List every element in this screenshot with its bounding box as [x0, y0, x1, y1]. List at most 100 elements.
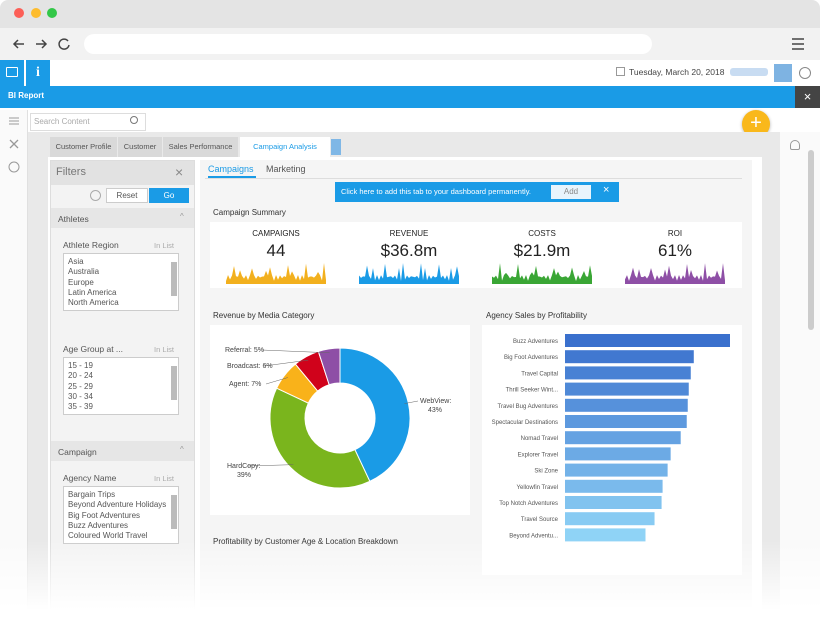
search-box[interactable]: [30, 113, 146, 131]
kpi-label: ROI: [667, 229, 683, 238]
pie-value-label: 7%: [251, 381, 261, 388]
field-label: Agency Name: [63, 473, 117, 483]
rail-menu[interactable]: [9, 117, 19, 125]
kpi-value: $36.8m: [380, 241, 438, 260]
refresh[interactable]: [90, 190, 101, 201]
subtab[interactable]: Marketing: [266, 164, 306, 174]
bar-title: Agency Sales by Profitability: [486, 311, 587, 320]
forward[interactable]: [36, 39, 48, 49]
bar-label: Spectacular Destinations: [492, 420, 558, 426]
section-caret: ^: [180, 212, 184, 221]
bar-label: Ski Zone: [534, 469, 558, 475]
toolbar-icons: [12, 34, 804, 54]
filters-close[interactable]: ×: [175, 164, 184, 180]
pie-slice: [339, 347, 411, 483]
bar: [565, 382, 689, 396]
tab[interactable]: Campaign Analysis: [240, 137, 330, 157]
address-bar[interactable]: [84, 34, 652, 54]
scrollbar: [808, 150, 814, 330]
power[interactable]: [799, 67, 811, 79]
banner-close[interactable]: ×: [603, 184, 610, 196]
option[interactable]: Buzz Adventures: [68, 520, 129, 530]
reset-button[interactable]: Reset: [106, 188, 148, 203]
bar-label: Yellowfin Travel: [517, 485, 558, 491]
bar: [565, 528, 646, 542]
bar-label: Thrill Seeker Wint...: [506, 388, 559, 394]
option[interactable]: Coloured World Travel: [68, 531, 148, 541]
option[interactable]: North America: [68, 298, 119, 308]
pie-label: Agent:: [229, 381, 249, 388]
kpi-label: REVENUE: [389, 229, 429, 238]
bar: [565, 479, 663, 493]
user-name-blurred: [730, 68, 768, 76]
banner-add[interactable]: Add: [551, 185, 591, 199]
option[interactable]: Beyond Adventure Holidays: [68, 500, 167, 510]
menu[interactable]: [792, 38, 804, 50]
bar-label: Explorer Travel: [518, 452, 558, 458]
report-title: BI Report: [8, 91, 44, 100]
option[interactable]: 35 - 39: [68, 402, 93, 412]
close-dot[interactable]: [14, 8, 24, 18]
banner-text: Click here to add this tab to your dashb…: [341, 187, 531, 196]
title-bar: [0, 0, 820, 28]
tab[interactable]: Customer: [118, 137, 162, 157]
list-scrollbar: [171, 262, 177, 296]
minimize-dot[interactable]: [31, 8, 41, 18]
avatar[interactable]: [774, 64, 792, 82]
reload[interactable]: [58, 38, 70, 50]
option[interactable]: 15 - 19: [68, 361, 93, 370]
bar: [565, 447, 671, 461]
bar: [565, 496, 662, 509]
bar-label: Big Foot Adventures: [504, 355, 558, 361]
banner[interactable]: [335, 182, 619, 202]
back[interactable]: [12, 39, 24, 49]
leader-line: [246, 464, 294, 467]
rail-icons: [8, 117, 20, 173]
option[interactable]: Australia: [68, 267, 100, 277]
tab[interactable]: Sales Performance: [163, 137, 238, 157]
bar-label: Travel Source: [521, 517, 559, 523]
sparkline: [625, 263, 725, 284]
pie-label: Referral:: [225, 347, 252, 354]
search-icon[interactable]: [130, 116, 138, 124]
leader-line: [263, 359, 309, 367]
option[interactable]: Bargain Trips: [68, 490, 116, 499]
kpi-value: 61%: [657, 241, 693, 260]
pie-slice: [269, 387, 371, 489]
option[interactable]: 25 - 29: [68, 381, 93, 391]
kpi-label: CAMPAIGNS: [252, 229, 300, 238]
option[interactable]: Asia: [68, 257, 84, 266]
field-label: Athlete Region: [63, 240, 119, 250]
section-header: [51, 208, 194, 228]
list-scrollbar: [171, 366, 177, 400]
tab-dropdown[interactable]: [331, 139, 341, 155]
close-report[interactable]: ×: [795, 86, 820, 108]
go-button[interactable]: Go: [149, 188, 189, 203]
sparkline: [492, 263, 592, 284]
subtab-underline: [208, 176, 256, 178]
zoom-dot[interactable]: [47, 8, 57, 18]
tab[interactable]: Customer Profile: [50, 137, 117, 157]
section-header: [51, 441, 194, 461]
section-caret: ^: [180, 445, 184, 454]
field-operator: In List: [154, 345, 175, 354]
folder-button[interactable]: [0, 60, 24, 86]
option[interactable]: Big Foot Adventures: [68, 510, 141, 520]
option[interactable]: Latin America: [68, 287, 117, 297]
rail-close[interactable]: [9, 139, 19, 149]
option[interactable]: Europe: [68, 277, 94, 287]
field-label: Age Group at ...: [63, 344, 124, 354]
info-button[interactable]: i: [26, 60, 50, 86]
leader-line: [404, 400, 419, 404]
bell[interactable]: [790, 140, 800, 150]
subtab-active[interactable]: Campaigns: [208, 164, 254, 174]
option-list: 15 - 19 20 - 24 25 - 29 30 - 34 35 - 39: [63, 357, 179, 415]
option[interactable]: 30 - 34: [68, 391, 93, 401]
rail-history[interactable]: [8, 161, 20, 173]
option-list: Bargain Trips Beyond Adventure Holidays Bi…: [63, 486, 179, 544]
option[interactable]: 20 - 24: [68, 371, 93, 381]
bar: [565, 334, 730, 347]
date: Tuesday, March 20, 2018: [629, 67, 725, 77]
